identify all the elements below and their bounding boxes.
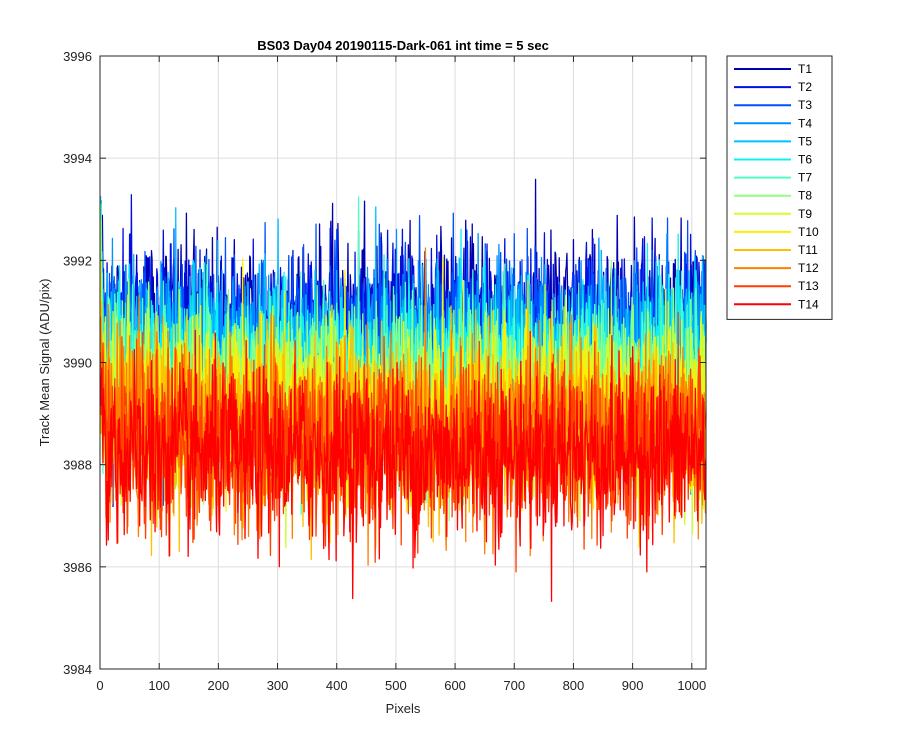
legend-label-t4: T4 [798, 116, 812, 130]
legend-label-t13: T13 [798, 279, 819, 293]
chart-title: BS03 Day04 20190115-Dark-061 int time = … [257, 38, 549, 53]
x-tick-label: 900 [622, 678, 644, 693]
legend-label-t7: T7 [798, 171, 812, 185]
legend-label-t11: T11 [798, 243, 818, 257]
legend-label-t5: T5 [798, 134, 812, 148]
legend-label-t3: T3 [798, 98, 812, 112]
legend-label-t14: T14 [798, 297, 819, 311]
x-tick-label: 300 [267, 678, 289, 693]
legend-label-t1: T1 [798, 62, 812, 76]
y-tick-label: 3992 [63, 253, 92, 268]
series-lines [99, 178, 707, 602]
y-tick-label: 3990 [63, 356, 92, 371]
x-axis-label: Pixels [386, 701, 421, 716]
x-tick-label: 500 [385, 678, 407, 693]
y-tick-label: 3984 [63, 662, 92, 677]
y-tick-label: 3986 [63, 560, 92, 575]
x-tick-label: 200 [208, 678, 230, 693]
legend-label-t9: T9 [798, 207, 812, 221]
x-tick-label: 0 [96, 678, 103, 693]
y-tick-label: 3988 [63, 458, 92, 473]
x-tick-label: 100 [148, 678, 170, 693]
axis-ticks: 0 100 200 300 400 500 600 700 800 900 1000 3984 3986… [63, 49, 706, 693]
legend-label-t6: T6 [798, 153, 812, 167]
x-tick-label: 800 [563, 678, 585, 693]
y-axis-label: Track Mean Signal (ADU/pix) [37, 279, 52, 447]
series-line-t14 [99, 329, 707, 602]
x-tick-label: 1000 [677, 678, 706, 693]
legend-box [726, 55, 833, 320]
legend: T1 T2 T3 T4 T5 T6 T7 T8 T9 T10 T11 T12 T13 T14 [726, 55, 833, 320]
x-tick-label: 400 [326, 678, 348, 693]
x-tick-label: 700 [503, 678, 525, 693]
legend-label-t2: T2 [798, 80, 812, 94]
x-tick-label: 600 [444, 678, 466, 693]
y-tick-label: 3996 [63, 49, 92, 64]
legend-label-t8: T8 [798, 189, 812, 203]
y-tick-label: 3994 [63, 151, 92, 166]
legend-label-t12: T12 [798, 261, 819, 275]
legend-label-t10: T10 [798, 225, 819, 239]
